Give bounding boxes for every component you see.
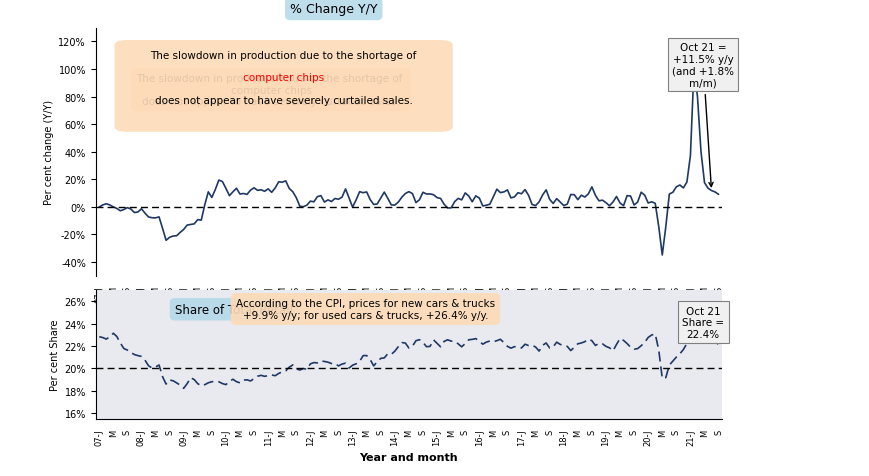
Text: The slowdown in production due to the shortage of 
computer chips
does not appea: The slowdown in production due to the sh… xyxy=(136,74,406,107)
Text: The slowdown in production due to the shortage of: The slowdown in production due to the sh… xyxy=(150,51,416,61)
Text: Oct 21
Share =
22.4%: Oct 21 Share = 22.4% xyxy=(681,306,724,339)
Text: Oct 21 =
+11.5% y/y
(and +1.8%
m/m): Oct 21 = +11.5% y/y (and +1.8% m/m) xyxy=(672,43,733,187)
Text: computer chips: computer chips xyxy=(242,73,324,83)
Y-axis label: Per cent Share: Per cent Share xyxy=(50,319,60,390)
Text: The slowdown in production due to the shortage of 
computer chips
does not appea: The slowdown in production due to the sh… xyxy=(136,74,406,107)
Text: According to the CPI, prices for new cars & trucks
+9.9% y/y; for used cars & tr: According to the CPI, prices for new car… xyxy=(235,298,494,320)
Text: does not appear to have severely curtailed sales.: does not appear to have severely curtail… xyxy=(155,95,412,105)
X-axis label: Year and month: Year and month xyxy=(359,452,458,462)
Y-axis label: Per cent change (Y/Y): Per cent change (Y/Y) xyxy=(44,100,54,205)
FancyBboxPatch shape xyxy=(115,41,452,132)
Text: Share of Total Retail: Share of Total Retail xyxy=(175,303,292,316)
Text: % Change Y/Y: % Change Y/Y xyxy=(289,3,377,16)
